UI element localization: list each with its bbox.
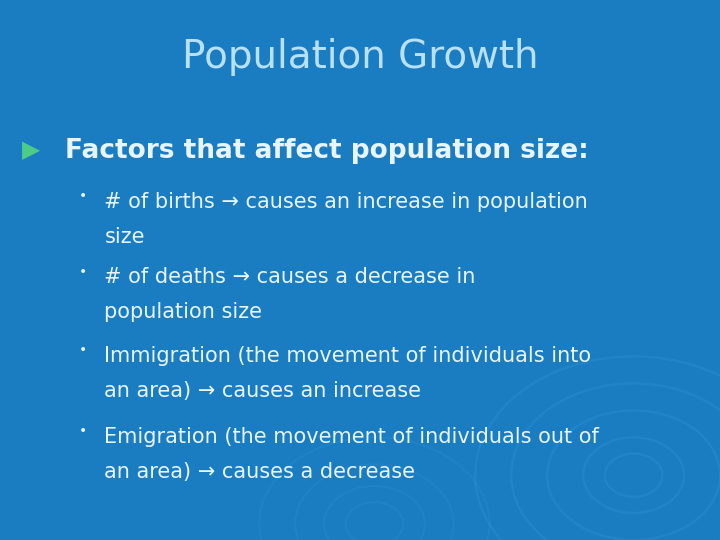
Text: •: • <box>78 265 87 279</box>
Text: Population Growth: Population Growth <box>181 38 539 76</box>
Text: population size: population size <box>104 302 262 322</box>
Text: Factors that affect population size:: Factors that affect population size: <box>65 138 588 164</box>
Text: •: • <box>78 343 87 357</box>
Text: ▶: ▶ <box>22 138 40 161</box>
Text: •: • <box>78 189 87 203</box>
Text: size: size <box>104 227 145 247</box>
Text: Immigration (the movement of individuals into: Immigration (the movement of individuals… <box>104 346 592 366</box>
Text: Emigration (the movement of individuals out of: Emigration (the movement of individuals … <box>104 427 599 447</box>
Text: an area) → causes a decrease: an area) → causes a decrease <box>104 462 415 482</box>
Text: # of births → causes an increase in population: # of births → causes an increase in popu… <box>104 192 588 212</box>
Text: •: • <box>78 424 87 438</box>
Text: # of deaths → causes a decrease in: # of deaths → causes a decrease in <box>104 267 476 287</box>
Text: an area) → causes an increase: an area) → causes an increase <box>104 381 421 401</box>
